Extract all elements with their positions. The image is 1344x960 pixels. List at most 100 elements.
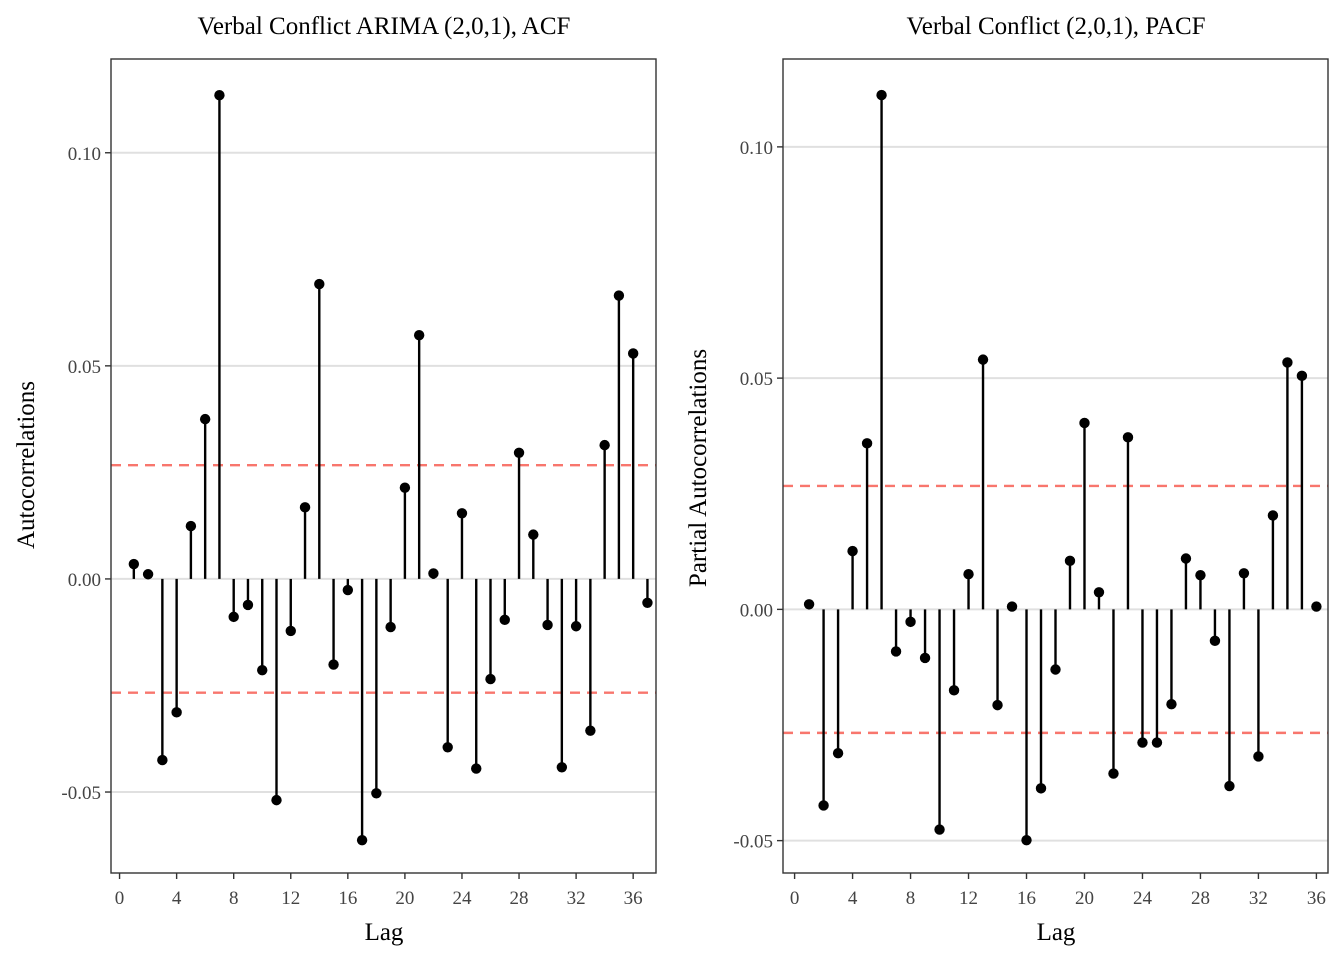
pacf-x-tick-label: 0 xyxy=(790,888,800,909)
acf-point xyxy=(257,664,268,676)
pacf-point xyxy=(803,599,815,610)
pacf-point xyxy=(861,438,873,449)
pacf-point xyxy=(905,616,916,628)
pacf-x-tick-label: 20 xyxy=(1075,888,1094,909)
acf-point xyxy=(456,508,468,519)
acf-point xyxy=(214,90,225,101)
pacf-point xyxy=(1079,417,1090,429)
acf-x-tick-label: 0 xyxy=(115,888,125,909)
acf-x-tick-label: 28 xyxy=(510,888,529,909)
acf-point xyxy=(428,568,439,579)
acf-point xyxy=(328,659,339,670)
pacf-point xyxy=(890,646,902,657)
acf-point xyxy=(271,794,282,806)
acf-point xyxy=(399,482,411,493)
acf-y-tick-label: 0.05 xyxy=(68,357,101,378)
pacf-point xyxy=(1166,698,1177,710)
acf-y-axis-title: Autocorrelations xyxy=(13,381,40,549)
pacf-point xyxy=(818,800,829,811)
pacf-point xyxy=(847,545,858,557)
acf-point xyxy=(499,614,510,626)
pacf-point xyxy=(977,354,989,365)
acf-point xyxy=(528,529,539,540)
pacf-point xyxy=(1253,751,1264,762)
acf-point xyxy=(513,447,525,458)
pacf-point xyxy=(934,824,945,835)
pacf-point xyxy=(1093,587,1105,598)
pacf-x-tick-label: 24 xyxy=(1133,888,1153,909)
pacf-x-tick-label: 32 xyxy=(1249,888,1268,909)
pacf-point xyxy=(876,89,887,101)
pacf-point xyxy=(1108,768,1119,779)
acf-point xyxy=(542,619,553,631)
acf-x-tick-label: 36 xyxy=(624,888,643,909)
acf-point xyxy=(228,611,239,623)
acf-x-tick-label: 8 xyxy=(229,888,239,909)
acf-x-axis-title: Lag xyxy=(365,919,404,946)
acf-y-tick-label: 0.10 xyxy=(68,144,101,165)
pacf-point xyxy=(1296,370,1308,382)
pacf-title: Verbal Conflict (2,0,1), PACF xyxy=(906,13,1205,40)
acf-x-tick-label: 16 xyxy=(338,888,357,909)
pacf-point xyxy=(1006,601,1018,612)
pacf-y-tick-label: 0.05 xyxy=(740,369,773,390)
pacf-panel: Verbal Conflict (2,0,1), PACF Partial Au… xyxy=(685,13,1329,946)
acf-x-tick-label: 24 xyxy=(452,888,472,909)
pacf-point xyxy=(1021,834,1032,846)
acf-panel: Verbal Conflict ARIMA (2,0,1), ACF Autoc… xyxy=(13,13,657,946)
acf-point xyxy=(627,348,639,359)
acf-point xyxy=(356,834,368,846)
pacf-y-axis-title: Partial Autocorrelations xyxy=(685,349,712,587)
acf-point xyxy=(285,625,296,637)
pacf-point xyxy=(1050,664,1061,675)
acf-point xyxy=(185,520,197,532)
pacf-panel-border xyxy=(782,58,1329,874)
acf-y-tick-label: 0.00 xyxy=(68,570,101,591)
pacf-point xyxy=(1122,432,1134,443)
acf-point xyxy=(585,725,596,736)
pacf-y-tick-label: 0.00 xyxy=(740,600,773,621)
pacf-x-tick-label: 16 xyxy=(1017,888,1036,909)
pacf-point xyxy=(1035,783,1047,794)
pacf-point xyxy=(1151,737,1163,748)
pacf-point xyxy=(1282,357,1293,368)
acf-point xyxy=(199,413,211,425)
pacf-x-axis-title: Lag xyxy=(1037,919,1076,946)
pacf-x-tick-label: 28 xyxy=(1191,888,1210,909)
acf-point xyxy=(385,621,396,633)
acf-point xyxy=(128,558,140,570)
acf-point xyxy=(242,599,254,611)
acf-point xyxy=(613,290,625,301)
acf-y-tick-label: -0.05 xyxy=(61,783,101,804)
acf-x-tick-label: 4 xyxy=(172,888,182,909)
acf-point xyxy=(642,597,653,609)
pacf-y-tick-label: -0.05 xyxy=(733,832,773,853)
acf-point xyxy=(157,754,168,766)
acf-point xyxy=(442,742,453,753)
pacf-y-tick-label: 0.10 xyxy=(740,138,773,159)
acf-point xyxy=(599,439,610,451)
pacf-x-tick-label: 4 xyxy=(848,888,858,909)
acf-point xyxy=(142,569,154,580)
pacf-point xyxy=(1137,737,1148,748)
acf-point xyxy=(171,707,182,718)
pacf-point xyxy=(1064,555,1076,567)
acf-point xyxy=(342,584,354,596)
pacf-point xyxy=(1224,780,1235,792)
pacf-point xyxy=(992,699,1003,711)
pacf-point xyxy=(1311,601,1322,612)
acf-panel-border xyxy=(110,58,657,874)
pacf-point xyxy=(1267,510,1279,521)
acf-point xyxy=(556,762,568,773)
acf-x-tick-label: 12 xyxy=(281,888,300,909)
acf-title: Verbal Conflict ARIMA (2,0,1), ACF xyxy=(198,13,571,40)
pacf-point xyxy=(1209,635,1221,647)
acf-point xyxy=(371,788,382,799)
acf-point xyxy=(314,278,325,290)
pacf-point xyxy=(1238,568,1250,579)
acf-point xyxy=(570,621,582,632)
pacf-point xyxy=(919,652,931,664)
pacf-point xyxy=(948,685,960,696)
pacf-point xyxy=(1195,569,1206,581)
